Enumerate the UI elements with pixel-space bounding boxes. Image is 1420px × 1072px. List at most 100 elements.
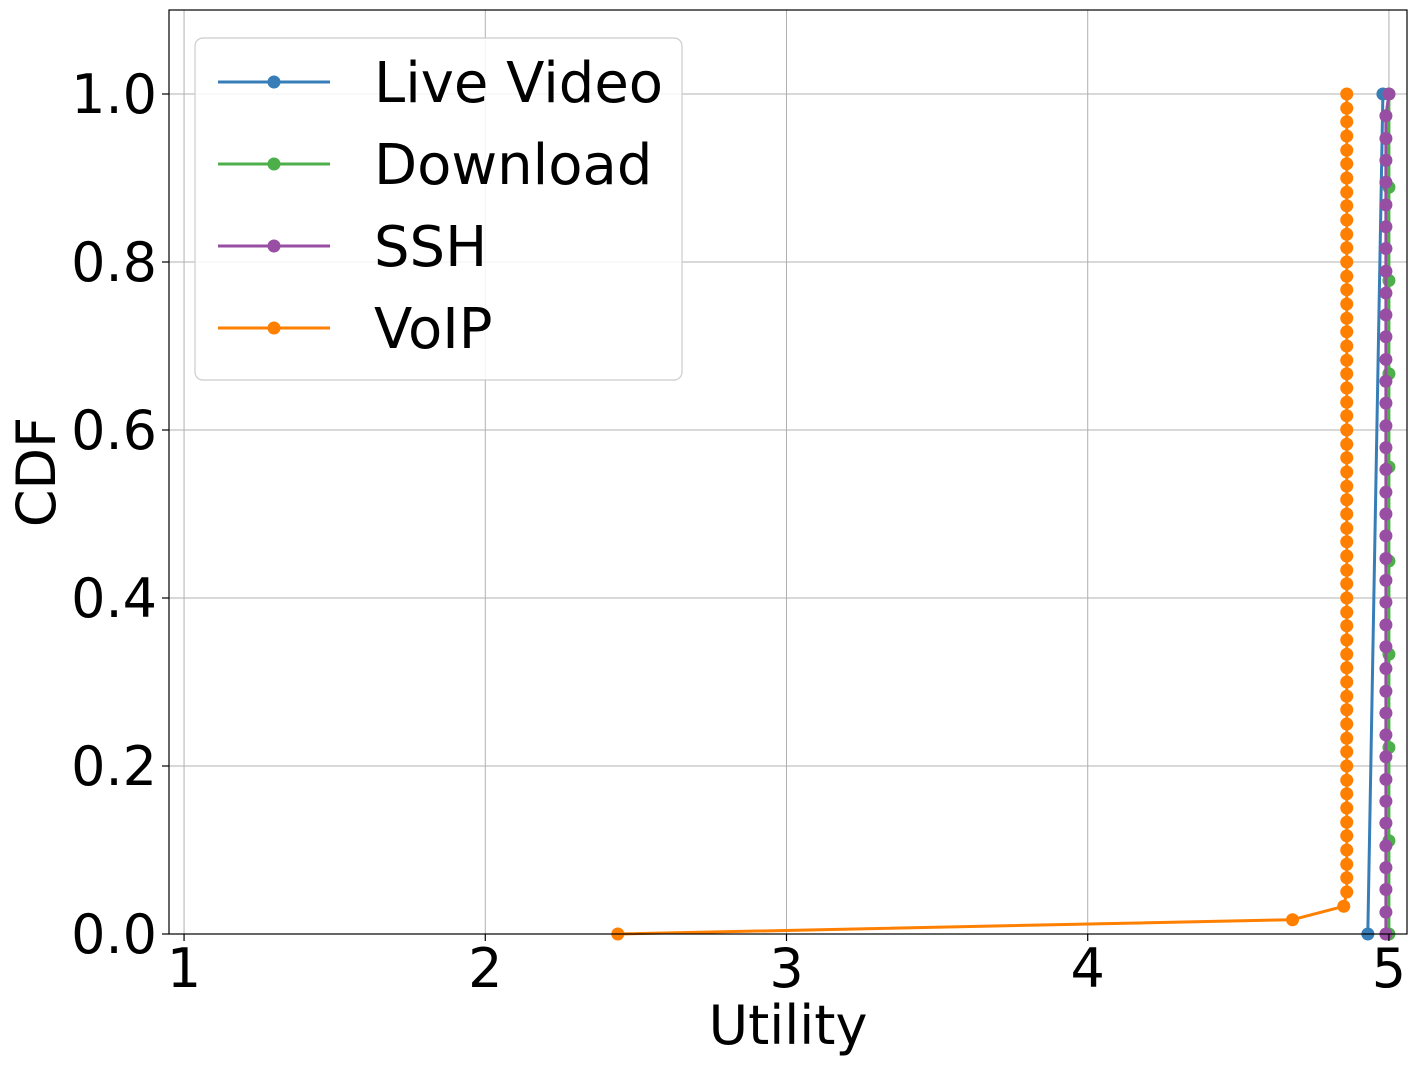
series-point-voip: [1340, 451, 1354, 465]
legend-item-voip: VoIP: [218, 297, 493, 362]
legend-label: Download: [374, 133, 652, 198]
legend: Live Video Download SSH VoIP: [194, 37, 683, 381]
series-point-voip: [1340, 815, 1354, 829]
series-point-ssh: [1379, 816, 1393, 830]
y-tick-label: 0.8: [71, 231, 157, 294]
series-point-voip: [1340, 717, 1354, 731]
legend-swatch-marker: [267, 75, 281, 89]
series-point-voip: [1340, 101, 1354, 115]
series-point-voip: [1340, 283, 1354, 297]
series-point-voip: [1340, 381, 1354, 395]
series-point-voip: [1340, 311, 1354, 325]
series-point-ssh: [1379, 109, 1393, 123]
series-point-ssh: [1379, 485, 1393, 499]
x-tick-label: 2: [468, 937, 502, 1000]
legend-label: Live Video: [374, 51, 663, 116]
series-point-ssh: [1379, 728, 1393, 742]
series-point-voip: [1340, 885, 1354, 899]
series-point-voip: [1340, 647, 1354, 661]
series-point-ssh: [1379, 706, 1393, 720]
series-point-ssh: [1379, 573, 1393, 587]
series-point-voip: [1340, 507, 1354, 521]
legend-item-download: Download: [218, 133, 652, 198]
series-point-voip: [1340, 605, 1354, 619]
series-point-voip: [1340, 353, 1354, 367]
series-point-voip: [1340, 787, 1354, 801]
series-point-voip: [1340, 157, 1354, 171]
series-point-ssh: [1379, 220, 1393, 234]
series-point-ssh: [1379, 153, 1393, 167]
y-tick-label: 1.0: [71, 63, 157, 126]
series-point-ssh: [1379, 396, 1393, 410]
legend-label: SSH: [374, 215, 487, 280]
series-point-ssh: [1379, 198, 1393, 212]
series-point-voip: [1340, 171, 1354, 185]
series-point-ssh: [1379, 552, 1393, 566]
axis-ticks: 1 2 3 4 5 0.0 0.2 0.4 0.6 0.8 1.0: [71, 63, 1406, 1000]
series-point-ssh: [1382, 87, 1396, 101]
series-point-voip: [1340, 409, 1354, 423]
series-point-voip: [1340, 703, 1354, 717]
series-point-voip: [1340, 269, 1354, 283]
series-point-ssh: [1379, 330, 1393, 344]
series-point-voip: [1340, 129, 1354, 143]
series-point-ssh: [1379, 286, 1393, 300]
y-tick-label: 0.0: [71, 903, 157, 966]
series-point-ssh: [1379, 441, 1393, 455]
y-tick-label: 0.4: [71, 567, 157, 630]
series-point-voip: [1340, 213, 1354, 227]
series-point-ssh: [1379, 905, 1393, 919]
series-point-ssh: [1379, 882, 1393, 896]
series-point-ssh: [1379, 772, 1393, 786]
series-point-voip: [1340, 521, 1354, 535]
series-point-ssh: [1379, 419, 1393, 433]
y-tick-label: 0.2: [71, 735, 157, 798]
series-point-ssh: [1379, 374, 1393, 388]
series-point-voip: [1340, 255, 1354, 269]
series-point-ssh: [1379, 861, 1393, 875]
series-point-voip: [1340, 871, 1354, 885]
series-point-ssh: [1379, 507, 1393, 521]
series-point-ssh: [1379, 640, 1393, 654]
x-tick-label: 1: [167, 937, 201, 1000]
series-point-voip: [1340, 143, 1354, 157]
series-line-live-video: [1366, 93, 1385, 935]
series-point-voip: [1340, 367, 1354, 381]
series-point-voip: [1340, 745, 1354, 759]
series-point-voip: [1340, 465, 1354, 479]
series-point-voip: [1340, 87, 1354, 101]
x-tick-label: 5: [1372, 937, 1406, 1000]
series-point-voip: [1340, 199, 1354, 213]
series-point-voip: [1340, 423, 1354, 437]
series-point-voip: [1340, 801, 1354, 815]
series-point-voip: [1340, 773, 1354, 787]
series-point-ssh: [1379, 595, 1393, 609]
series-voip: [611, 87, 1354, 941]
series-point-voip: [1340, 479, 1354, 493]
plot-series: [611, 87, 1396, 941]
series-point-voip: [1340, 325, 1354, 339]
series-point-voip: [1340, 563, 1354, 577]
legend-swatch-marker: [267, 321, 281, 335]
series-point-ssh: [1379, 132, 1393, 146]
legend-box: [194, 37, 683, 381]
x-tick-label: 3: [769, 937, 803, 1000]
series-point-ssh: [1379, 750, 1393, 764]
series-point-voip: [1340, 689, 1354, 703]
series-line-voip: [617, 94, 1349, 936]
y-tick-label: 0.6: [71, 399, 157, 462]
legend-swatch-marker: [267, 157, 281, 171]
series-point-ssh: [1379, 242, 1393, 256]
series-point-voip: [1337, 899, 1351, 913]
series-point-ssh: [1379, 352, 1393, 366]
series-point-ssh: [1379, 618, 1393, 632]
series-point-ssh: [1379, 839, 1393, 853]
legend-swatch-marker: [267, 239, 281, 253]
series-point-voip: [1340, 115, 1354, 129]
series-point-voip: [1340, 731, 1354, 745]
legend-item-live-video: Live Video: [218, 51, 663, 116]
series-point-voip: [1340, 843, 1354, 857]
series-point-voip: [1340, 577, 1354, 591]
